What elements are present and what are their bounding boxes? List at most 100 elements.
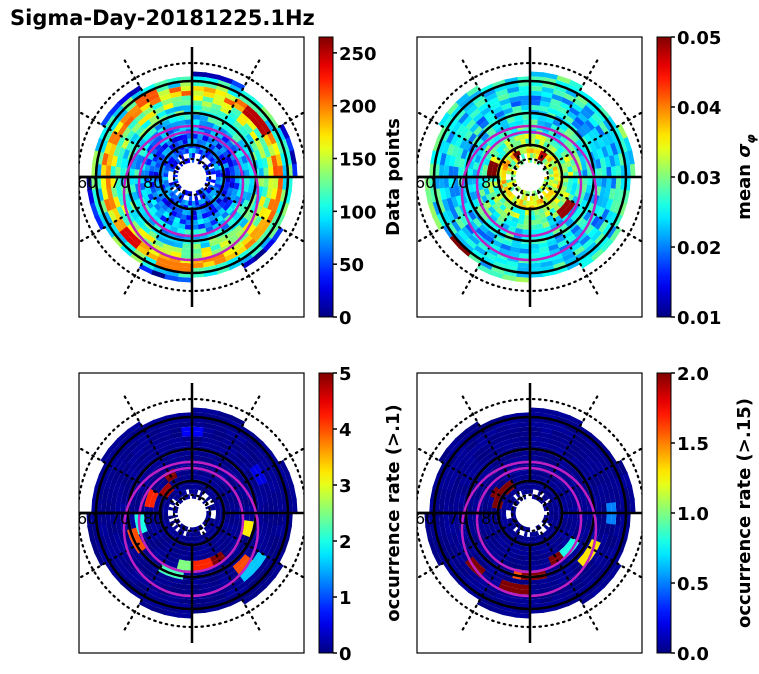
heatmap-cell: [600, 237, 615, 253]
heatmap-cell: [553, 420, 568, 429]
heatmap-cell: [226, 463, 237, 473]
heatmap-cell: [130, 570, 143, 582]
heatmap-cell: [520, 243, 531, 249]
heatmap-cell: [163, 176, 169, 181]
heatmap-cell: [509, 186, 515, 192]
heatmap-cell: [191, 248, 203, 254]
heatmap-cell: [225, 542, 235, 551]
heatmap-cell: [246, 223, 257, 236]
heatmap-cell: [166, 600, 181, 609]
heatmap-cell: [543, 457, 553, 465]
heatmap-cell: [179, 262, 193, 269]
heatmap-cell: [458, 432, 472, 446]
heatmap-cell: [529, 215, 536, 221]
heatmap-cell: [100, 164, 107, 178]
heatmap-cell: [233, 518, 240, 526]
heatmap-cell: [188, 153, 193, 158]
heatmap-cell: [425, 189, 433, 205]
heatmap-cell: [521, 114, 531, 120]
heatmap-cell: [215, 516, 221, 521]
heatmap-cell: [105, 512, 112, 525]
heatmap-cell: [229, 181, 235, 189]
heatmap-cell: [245, 468, 255, 480]
heatmap-cell: [247, 100, 261, 113]
heatmap-cell: [232, 547, 242, 558]
heatmap-cell: [509, 162, 515, 168]
heatmap-cell: [594, 124, 606, 137]
heatmap-cell: [487, 517, 493, 525]
heatmap-cell: [514, 563, 524, 571]
heatmap-cell: [437, 536, 446, 551]
heatmap-cell: [482, 176, 488, 184]
heatmap-cell: [566, 259, 581, 271]
heatmap-cell: [481, 88, 496, 99]
heatmap-cell: [588, 432, 602, 446]
heatmap-cell: [558, 458, 569, 468]
heatmap-cell: [506, 503, 513, 509]
heatmap-cell: [571, 164, 578, 172]
heatmap-cell: [513, 135, 521, 142]
heatmap-cell: [458, 494, 466, 505]
heatmap-cell: [594, 232, 607, 246]
heatmap-cell: [116, 542, 126, 555]
heatmap-cell: [546, 191, 553, 198]
heatmap-cell: [594, 444, 607, 458]
heatmap-cell: [454, 135, 464, 148]
heatmap-cell: [549, 247, 562, 256]
heatmap-cell: [242, 122, 254, 134]
heatmap-cell: [480, 132, 490, 143]
heatmap-cell: [553, 516, 559, 521]
heatmap-cell: [563, 566, 575, 576]
heatmap-cell: [261, 522, 269, 534]
heatmap-cell: [191, 243, 202, 249]
heatmap-cell: [587, 115, 599, 128]
heatmap-cell: [557, 575, 569, 585]
heatmap-cell: [227, 446, 240, 457]
heatmap-cell: [137, 474, 147, 485]
heatmap-cell: [579, 444, 592, 456]
heatmap-cell: [608, 490, 616, 503]
heatmap-cell: [166, 495, 174, 502]
heatmap-cell: [119, 112, 132, 125]
heatmap-cell: [148, 507, 154, 514]
heatmap-cell: [618, 473, 628, 489]
heatmap-cell: [570, 468, 580, 479]
heatmap-cell: [505, 86, 520, 94]
heatmap-cell: [139, 437, 152, 449]
heatmap-cell: [249, 226, 261, 239]
heatmap-cell: [256, 444, 269, 458]
heatmap-cell: [184, 526, 189, 532]
heatmap-cell: [547, 443, 558, 452]
heatmap-cell: [115, 492, 123, 504]
heatmap-cell: [209, 107, 220, 116]
heatmap-cell: [450, 457, 462, 471]
heatmap-cell: [144, 569, 157, 580]
heatmap-cell: [134, 161, 142, 171]
heatmap-cell: [158, 429, 172, 438]
colorbar-tick-label: 2.0: [677, 364, 709, 385]
heatmap-cell: [229, 152, 237, 161]
heatmap-cell: [229, 165, 235, 173]
heatmap-cell: [478, 455, 490, 466]
heatmap-cell: [604, 545, 615, 560]
heatmap-cell: [583, 191, 591, 202]
heatmap-cell: [178, 559, 186, 566]
heatmap-cell: [451, 532, 460, 545]
heatmap-cell: [590, 551, 601, 564]
heatmap-cell: [608, 187, 616, 200]
heatmap-cell: [191, 421, 205, 428]
heatmap-cell: [483, 587, 498, 598]
heatmap-cell: [553, 512, 559, 517]
heatmap-cell: [253, 149, 262, 160]
heatmap-cell: [110, 501, 116, 514]
heatmap-cell: [268, 176, 274, 189]
heatmap-cell: [536, 485, 542, 491]
heatmap-cell: [174, 487, 181, 495]
heatmap-cell: [529, 95, 542, 101]
heatmap-cell: [259, 571, 273, 585]
heatmap-cell: [539, 432, 552, 439]
heatmap-cell: [191, 224, 200, 230]
heatmap-cell: [232, 468, 242, 479]
heatmap-cell: [509, 246, 521, 254]
heatmap-cell: [541, 600, 556, 609]
